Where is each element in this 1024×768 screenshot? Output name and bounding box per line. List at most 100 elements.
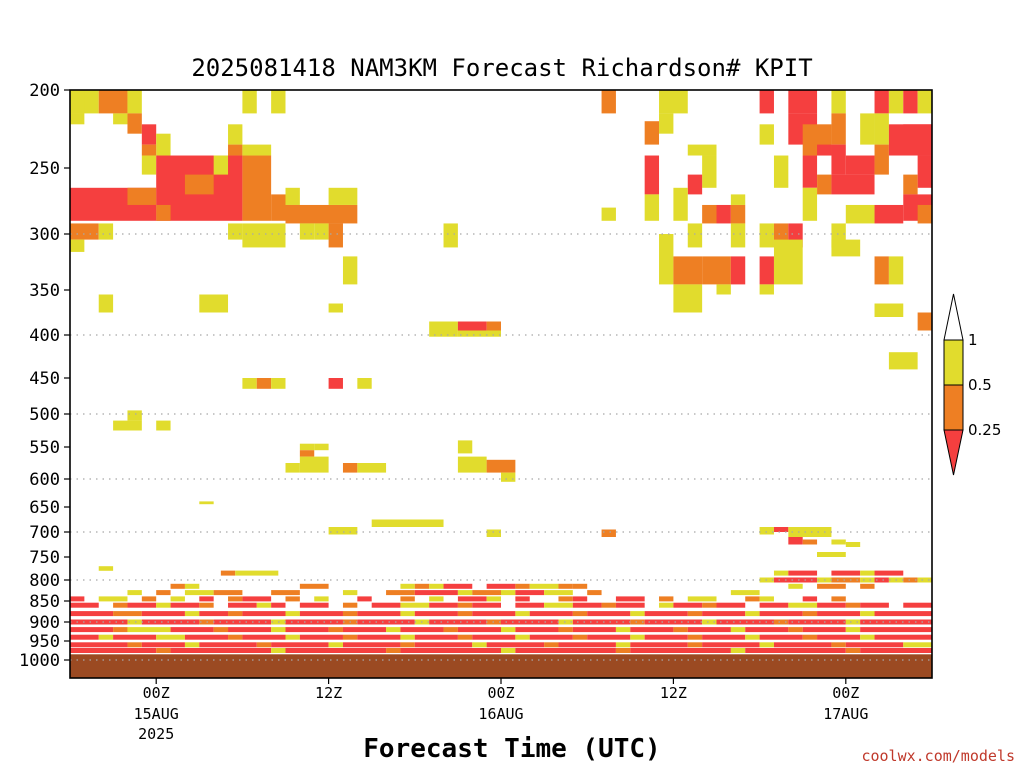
ri-streak bbox=[515, 583, 530, 589]
ri-streak bbox=[113, 627, 128, 633]
ri-streak bbox=[759, 634, 803, 640]
ri-streak bbox=[285, 634, 300, 640]
ri-cell bbox=[242, 144, 272, 156]
ri-cell bbox=[903, 174, 918, 195]
ri-streak bbox=[831, 570, 861, 576]
ri-cell bbox=[759, 284, 774, 295]
ri-streak bbox=[659, 596, 674, 602]
ri-cell bbox=[285, 187, 300, 205]
ri-streak bbox=[917, 577, 932, 583]
ri-cell bbox=[70, 223, 99, 240]
ri-cell bbox=[874, 256, 889, 285]
ri-streak bbox=[457, 611, 473, 617]
ri-streak bbox=[515, 627, 559, 633]
ri-cell bbox=[199, 294, 229, 313]
ri-cell bbox=[874, 113, 889, 145]
ri-streak bbox=[730, 590, 760, 596]
ri-streak bbox=[615, 648, 631, 653]
ri-cell bbox=[759, 223, 774, 248]
ri-streak bbox=[501, 627, 516, 633]
x-tick-label: 12Z bbox=[315, 684, 342, 702]
ri-streak bbox=[673, 627, 688, 633]
colorbar-bin bbox=[943, 384, 964, 431]
ri-streak bbox=[70, 648, 157, 653]
ri-cell bbox=[98, 90, 128, 114]
y-tick-label: 300 bbox=[29, 225, 60, 245]
ri-streak bbox=[285, 627, 329, 633]
ri-streak bbox=[687, 611, 703, 617]
ri-streak bbox=[443, 583, 473, 589]
ri-streak bbox=[156, 602, 171, 608]
ri-streak bbox=[429, 583, 444, 589]
ri-streak bbox=[271, 602, 286, 608]
ri-streak bbox=[170, 648, 272, 653]
ri-streak bbox=[630, 619, 645, 625]
ri-streak bbox=[817, 583, 846, 589]
ri-streak bbox=[845, 627, 861, 633]
ri-cell bbox=[817, 144, 832, 156]
ri-cell bbox=[759, 90, 774, 114]
x-tick-date: 15AUG bbox=[134, 705, 179, 723]
ri-streak bbox=[414, 642, 473, 648]
ri-cell bbox=[831, 113, 846, 145]
ri-streak bbox=[874, 634, 932, 640]
ri-streak bbox=[299, 602, 329, 608]
ri-streak bbox=[644, 619, 703, 625]
ri-streak bbox=[730, 627, 746, 633]
ri-cell bbox=[716, 204, 731, 224]
ri-cell bbox=[127, 187, 157, 205]
ri-streak bbox=[630, 648, 731, 653]
ri-streak bbox=[587, 590, 602, 596]
x-tick-date: 17AUG bbox=[823, 705, 868, 723]
ri-cell bbox=[702, 256, 731, 285]
ri-streak bbox=[702, 619, 717, 625]
ri-cell bbox=[730, 256, 746, 285]
y-axis: 200 250 300 350 400 450 500 550 600 650 700 750 8008… bbox=[19, 81, 70, 671]
x-tick-label: 00Z bbox=[487, 684, 514, 702]
ri-streak bbox=[314, 596, 329, 602]
ri-streak bbox=[299, 634, 343, 640]
ri-cell bbox=[486, 459, 516, 473]
ri-streak bbox=[788, 583, 803, 589]
y-tick-label: 900 bbox=[29, 613, 60, 633]
y-tick-label: 600 bbox=[29, 470, 60, 490]
ri-streak bbox=[357, 596, 372, 602]
ri-cell bbox=[242, 155, 272, 221]
ri-streak bbox=[357, 611, 401, 617]
ri-cell bbox=[242, 378, 257, 389]
ri-streak bbox=[457, 602, 473, 608]
ri-cell bbox=[831, 539, 846, 545]
y-tick-label: 950 bbox=[29, 632, 60, 652]
ri-streak bbox=[70, 602, 99, 608]
ri-streak bbox=[242, 611, 286, 617]
ri-streak bbox=[630, 634, 645, 640]
ri-streak bbox=[587, 611, 631, 617]
ri-streak bbox=[357, 619, 415, 625]
ri-streak bbox=[228, 627, 272, 633]
ri-streak bbox=[515, 634, 530, 640]
ri-streak bbox=[141, 619, 200, 625]
ri-cell bbox=[357, 463, 387, 473]
ri-streak bbox=[328, 627, 343, 633]
ri-streak bbox=[716, 619, 774, 625]
ri-streak bbox=[98, 596, 128, 602]
ri-streak bbox=[788, 627, 803, 633]
ri-streak bbox=[759, 611, 803, 617]
ri-streak bbox=[659, 602, 674, 608]
ri-streak bbox=[773, 577, 818, 583]
ri-streak bbox=[184, 642, 200, 648]
ri-streak bbox=[486, 642, 545, 648]
ri-streak bbox=[860, 602, 889, 608]
ri-cell bbox=[759, 256, 774, 285]
ri-streak bbox=[874, 570, 904, 576]
ri-cell bbox=[98, 223, 114, 240]
ri-streak bbox=[170, 627, 214, 633]
ri-streak bbox=[299, 583, 329, 589]
ri-cell bbox=[127, 90, 142, 114]
ri-cell bbox=[860, 113, 875, 145]
ri-streak bbox=[860, 634, 875, 640]
ri-cell bbox=[888, 256, 904, 285]
ri-streak bbox=[457, 596, 487, 602]
ri-streak bbox=[342, 602, 358, 608]
ri-streak bbox=[429, 619, 487, 625]
